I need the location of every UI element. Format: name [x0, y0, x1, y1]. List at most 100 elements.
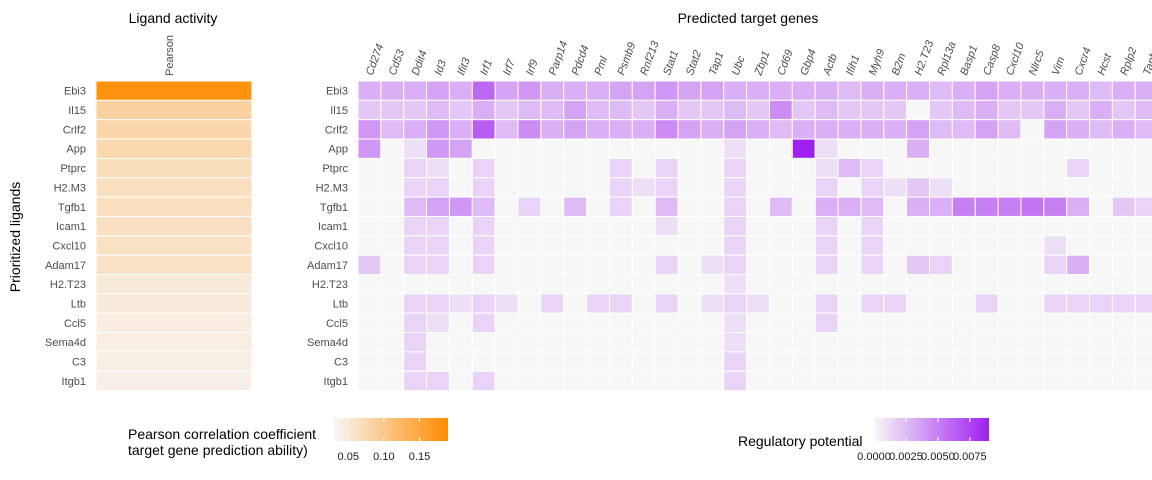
- regulatory-cell-H2.T23-Id3: [426, 274, 450, 295]
- regulatory-cell-Ccl5-Parp14: [540, 312, 565, 334]
- regulatory-cell-H2.M3-Nlrc5: [1020, 177, 1045, 198]
- target-row-label: Itgb1: [324, 376, 348, 388]
- regulatory-cell-Ptprc-Ddit4: [403, 157, 428, 179]
- regulatory-cell-Itgb1-Stat1: [654, 370, 679, 392]
- regulatory-cell-Itgb1-Actb: [814, 370, 839, 392]
- regulatory-cell-Il15-Cd69: [768, 99, 793, 121]
- regulatory-cell-C3-Rnf213: [631, 351, 656, 372]
- regulatory-cell-Itgb1-Gbp4: [791, 370, 816, 392]
- regulatory-cell-Tgfb1-Rpl13a: [929, 196, 953, 217]
- regulatory-cell-Crlf2-Casp8: [974, 119, 999, 140]
- regulatory-cell-Crlf2-Rplp2: [1111, 119, 1136, 140]
- regulatory-cell-Il15-Ifit3: [448, 99, 473, 121]
- target-gene-label: H2.T23: [913, 38, 937, 77]
- regulatory-cell-Cxcl10-Rplp2: [1111, 235, 1136, 256]
- regulatory-cell-Ltb-Stat1: [654, 293, 679, 314]
- ligand-row-label: Tgfb1: [58, 202, 86, 214]
- regulatory-cell-C3-Pdcd4: [563, 351, 588, 372]
- regulatory-cell-Sema4d-Gbp4: [791, 332, 816, 353]
- regulatory-cell-Itgb1-Irf1: [471, 370, 496, 392]
- regulatory-cell-Ptprc-Stat2: [677, 157, 702, 179]
- regulatory-cell-Ltb-Ifih1: [837, 293, 862, 314]
- regulatory-cell-Tgfb1-Irf7: [494, 196, 519, 217]
- regulatory-cell-Ptprc-Rpl13a: [929, 157, 953, 179]
- regulatory-cell-Adam17-Stat2: [677, 254, 702, 275]
- regulatory-cell-Crlf2-Stat2: [677, 119, 702, 140]
- regulatory-cell-C3-Cd274: [357, 351, 382, 372]
- regulatory-cell-Cxcl10-Irf9: [517, 235, 542, 256]
- regulatory-cell-Sema4d-Id3: [426, 332, 450, 353]
- regulatory-cell-Adam17-H2.T23: [906, 254, 931, 275]
- regulatory-cell-Itgb1-Pdcd4: [563, 370, 588, 392]
- regulatory-cell-Icam1-H2.T23: [906, 215, 931, 237]
- regulatory-cell-Il15-Cxcr4: [1066, 99, 1091, 121]
- regulatory-cell-Ptprc-Zbp1: [746, 157, 770, 179]
- regulatory-cell-Ptprc-Cd69: [768, 157, 793, 179]
- pearson-legend-tick-label: 0.15: [409, 451, 430, 463]
- regulatory-cell-H2.M3-Stat1: [654, 177, 679, 198]
- ligand-row-label: H2.T23: [50, 279, 86, 291]
- regulatory-cell-Cxcl10-Basp1: [951, 235, 976, 256]
- regulatory-cell-C3-Irf9: [517, 351, 542, 372]
- regulatory-cell-Il15-Cd53: [380, 99, 405, 121]
- regulatory-cell-Ltb-H2.T23: [906, 293, 931, 314]
- ligand-activity-cell-H2.T23: [95, 274, 253, 295]
- regulatory-cell-Il15-Pdcd4: [563, 99, 588, 121]
- regulatory-cell-Adam17-Cd53: [380, 254, 405, 275]
- regulatory-cell-Tgfb1-Zbp1: [746, 196, 770, 217]
- target-gene-label: Hcst: [1095, 51, 1114, 77]
- regulatory-cell-Icam1-Parp14: [540, 215, 565, 237]
- regulatory-cell-Cxcl10-Cd53: [380, 235, 405, 256]
- regulatory-cell-Ltb-Basp1: [951, 293, 976, 314]
- regulatory-cell-Adam17-Gbp4: [791, 254, 816, 275]
- regulatory-cell-Sema4d-Parp14: [540, 332, 565, 353]
- ligand-activity-row-labels: Ebi3 Il15 Crlf2 App Ptprc H2.M3 Tgfb1 Icam1 Cxcl…: [45, 86, 86, 388]
- regulatory-cell-H2.T23-Psmb9: [608, 274, 633, 295]
- regulatory-cell-Ccl5-Actb: [814, 312, 839, 334]
- regulatory-cell-Ebi3-B2m: [883, 80, 908, 101]
- regulatory-cell-Ccl5-Cd53: [380, 312, 405, 334]
- regulatory-cell-Ptprc-Psmb9: [608, 157, 633, 179]
- regulatory-cell-Tgfb1-Gbp4: [791, 196, 816, 217]
- regulatory-cell-App-Irf1: [471, 138, 496, 159]
- target-gene-label: Rpl13a: [935, 40, 958, 77]
- regulatory-cell-Itgb1-Zbp1: [746, 370, 770, 392]
- ligand-activity-cell-Ltb: [95, 293, 253, 314]
- ligand-activity-cell-Crlf2: [95, 119, 253, 140]
- regulatory-cell-Ebi3-Pml: [586, 80, 610, 101]
- regulatory-cell-Ebi3-Rplp2: [1111, 80, 1136, 101]
- regulatory-cell-Sema4d-Irf7: [494, 332, 519, 353]
- ligand-row-label: Crlf2: [63, 124, 86, 136]
- target-gene-label: Id3: [433, 58, 450, 77]
- regulatory-cell-H2.T23-Ifit3: [448, 274, 473, 295]
- prioritized-ligands-axis-label: Prioritized ligands: [7, 182, 23, 293]
- regulatory-cell-Il15-Nlrc5: [1020, 99, 1045, 121]
- regulatory-cell-Ltb-Tapbp: [1134, 293, 1152, 314]
- regulatory-cell-Adam17-Casp8: [974, 254, 999, 275]
- target-gene-label: Cd53: [387, 47, 408, 77]
- regulatory-cell-Crlf2-Ubc: [723, 119, 748, 140]
- regulatory-cell-Ptprc-Stat1: [654, 157, 679, 179]
- ligand-activity-cell-H2.M3: [95, 177, 253, 198]
- regulatory-cell-Cxcl10-Stat1: [654, 235, 679, 256]
- regulatory-cell-Tgfb1-Myh9: [860, 196, 885, 217]
- regulatory-cell-Crlf2-Ifit3: [448, 119, 473, 140]
- regulatory-cell-Cxcl10-Myh9: [860, 235, 885, 256]
- regulatory-cell-Itgb1-Pml: [586, 370, 610, 392]
- regulatory-cell-Ccl5-Id3: [426, 312, 450, 334]
- regulatory-cell-H2.T23-Nlrc5: [1020, 274, 1045, 295]
- regulatory-cell-Sema4d-Zbp1: [746, 332, 770, 353]
- regulatory-cell-C3-Stat1: [654, 351, 679, 372]
- regulatory-cell-Ccl5-Tap1: [700, 312, 725, 334]
- regulatory-cell-Ltb-Ifit3: [448, 293, 473, 314]
- regulatory-cell-Ltb-Id3: [426, 293, 450, 314]
- regulatory-cell-Adam17-Rnf213: [631, 254, 656, 275]
- regulatory-cell-H2.T23-Stat1: [654, 274, 679, 295]
- regulatory-cell-App-Rplp2: [1111, 138, 1136, 159]
- regulatory-cell-Ebi3-Gbp4: [791, 80, 816, 101]
- regulatory-cell-Icam1-Cd69: [768, 215, 793, 237]
- regulatory-cell-C3-Casp8: [974, 351, 999, 372]
- regulatory-cell-Crlf2-Tapbp: [1134, 119, 1152, 140]
- regulatory-cell-Ccl5-Irf1: [471, 312, 496, 334]
- regulatory-cell-Cxcl10-Ubc: [723, 235, 748, 256]
